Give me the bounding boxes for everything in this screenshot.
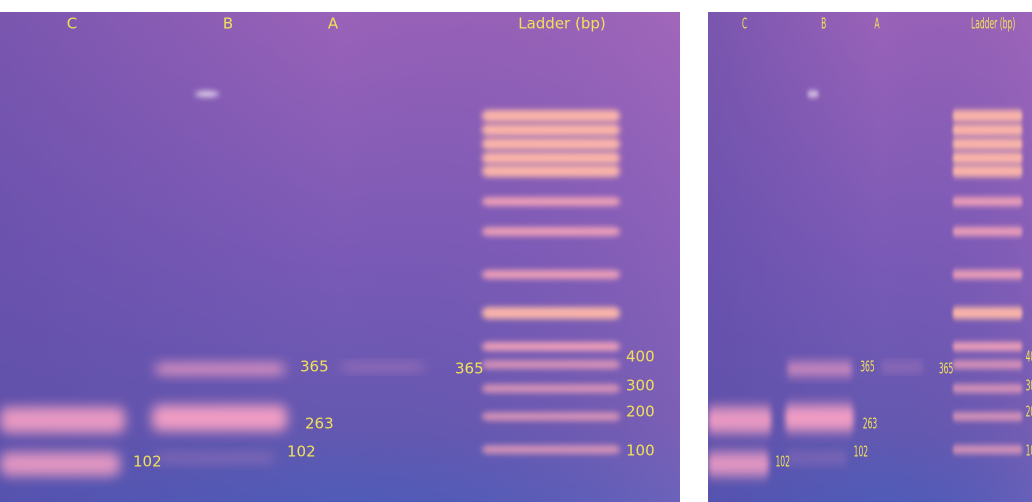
sample-band — [881, 364, 924, 370]
lane-label: Ladder (bp) — [518, 15, 606, 33]
band-label: 102 — [775, 453, 790, 471]
well-spot — [195, 91, 219, 97]
lane-label: B — [821, 15, 826, 33]
ladder-band — [953, 110, 1023, 122]
well-spot — [807, 91, 819, 97]
sample-band — [785, 405, 853, 431]
sample-band — [0, 407, 125, 433]
ladder-band — [482, 138, 620, 150]
ladder-band — [953, 227, 1023, 236]
ladder-band — [482, 197, 620, 206]
gel-panel: C B A Ladder (bp) 365 263 102 102 365 400 300 200 10… — [0, 12, 680, 502]
ladder-band — [482, 412, 620, 421]
ladder-size-label: 200 — [626, 403, 655, 421]
ladder-band — [953, 152, 1023, 164]
ladder-size-label: 300 — [1026, 377, 1032, 395]
ladder-band — [482, 165, 620, 177]
band-label: 102 — [287, 443, 316, 461]
sample-band — [155, 364, 285, 374]
ladder-band — [482, 445, 620, 454]
ladder-size-label: 200 — [1026, 403, 1032, 421]
band-label: 365 — [939, 360, 954, 378]
ladder-band — [482, 124, 620, 136]
ladder-band — [482, 110, 620, 122]
band-label: 102 — [133, 453, 162, 471]
ladder-band — [953, 412, 1023, 421]
band-label: 365 — [300, 358, 329, 376]
sample-band — [155, 454, 275, 462]
lane-label: A — [328, 15, 339, 33]
ladder-band — [953, 360, 1023, 369]
ladder-band — [953, 342, 1023, 351]
lane-label: B — [223, 15, 233, 33]
ladder-size-label: 300 — [626, 377, 655, 395]
ladder-band — [482, 152, 620, 164]
band-label: 102 — [854, 443, 869, 461]
ladder-band — [482, 307, 620, 319]
lane-label: Ladder (bp) — [971, 15, 1015, 33]
sample-band — [787, 364, 853, 374]
ladder-band — [482, 384, 620, 393]
sample-band — [340, 364, 425, 370]
ladder-band — [953, 138, 1023, 150]
sample-band — [708, 452, 769, 476]
ladder-band — [953, 384, 1023, 393]
band-label: 263 — [863, 415, 878, 433]
sample-band — [152, 405, 287, 431]
sample-band — [708, 407, 771, 433]
band-label: 365 — [455, 360, 484, 378]
lane-label: C — [67, 15, 77, 33]
ladder-band — [482, 342, 620, 351]
lane-label: A — [874, 15, 880, 33]
ladder-band — [953, 270, 1023, 279]
ladder-band — [953, 445, 1023, 454]
ladder-band — [482, 227, 620, 236]
ladder-band — [482, 270, 620, 279]
sample-band — [0, 452, 120, 476]
ladder-size-label: 100 — [626, 442, 655, 460]
sample-band — [787, 454, 848, 462]
ladder-size-label: 100 — [1026, 442, 1032, 460]
band-label: 263 — [305, 415, 334, 433]
ladder-band — [953, 124, 1023, 136]
ladder-band — [953, 165, 1023, 177]
gel-panel: C B A Ladder (bp) 365 263 102 102 365 400 300 200 10… — [708, 12, 1032, 502]
lane-label: C — [742, 15, 747, 33]
ladder-size-label: 400 — [626, 348, 655, 366]
ladder-band — [953, 197, 1023, 206]
ladder-band — [953, 307, 1023, 319]
band-label: 365 — [860, 358, 875, 376]
ladder-band — [482, 360, 620, 369]
ladder-size-label: 400 — [1026, 348, 1032, 366]
gel-figure: C B A Ladder (bp) 365 263 102 102 365 400 300 200 10… — [0, 0, 1032, 502]
